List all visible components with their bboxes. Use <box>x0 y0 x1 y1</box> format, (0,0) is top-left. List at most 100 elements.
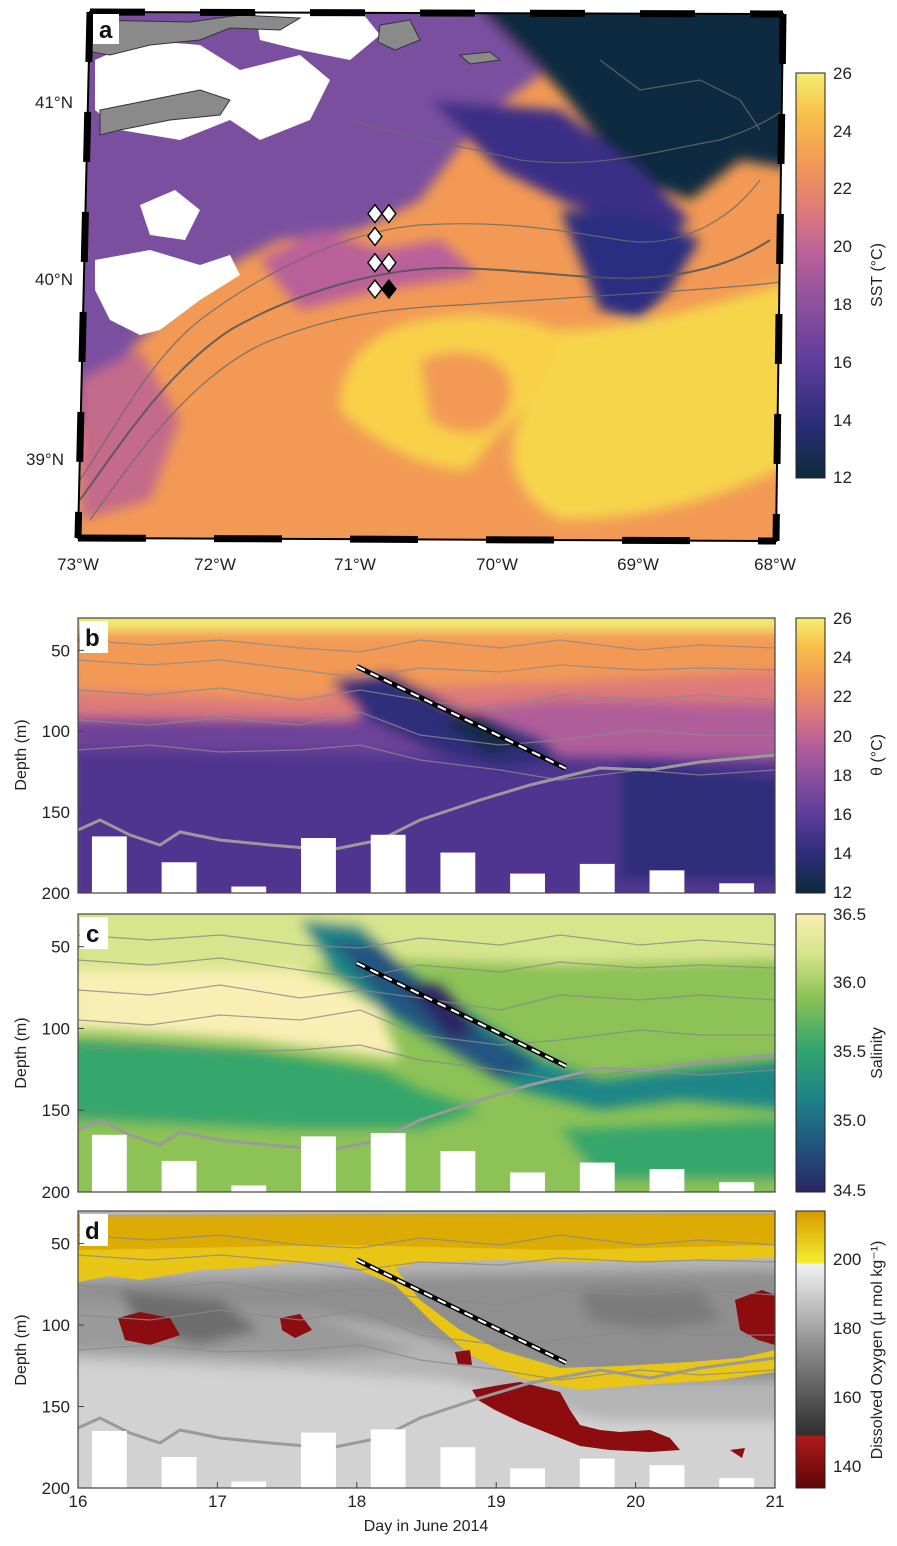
bottom-bar <box>161 1160 197 1192</box>
panel-c-ylabel: Depth (m) <box>13 1017 30 1088</box>
cbar-tick: 12 <box>833 468 852 487</box>
y-tick-label: 100 <box>42 1019 70 1038</box>
x-ticks-d: 16 17 18 19 20 21 <box>69 1482 785 1511</box>
y-tick-label: 100 <box>42 722 70 741</box>
bottom-bar <box>91 1134 127 1192</box>
cbar-tick: 18 <box>833 766 852 785</box>
panel-d-oxygen: d 50 100 150 200 16 17 18 19 20 21 Depth (m) Day… <box>13 1210 886 1535</box>
cbar-tick: 16 <box>833 353 852 372</box>
theta-colorbar-label: θ (°C) <box>869 734 886 776</box>
panel-a-letter: a <box>99 17 113 44</box>
y-tick-label: 200 <box>42 1183 70 1202</box>
bottom-bar <box>370 1429 406 1488</box>
oxygen-colorbar: 200 180 160 140 Dissolved Oxygen (µ mol … <box>795 1210 886 1489</box>
x-tick-label: 17 <box>208 1492 227 1511</box>
sst-colorbar-ticks: 26 24 22 20 18 16 14 12 <box>833 64 852 487</box>
cbar-tick: 12 <box>833 883 852 902</box>
bottom-bar <box>231 886 267 893</box>
oxygen-thick-isotherm <box>78 1356 775 1450</box>
bottom-bar <box>440 1447 476 1488</box>
y-tick-label: 150 <box>42 1101 70 1120</box>
bottom-bar <box>719 1478 755 1488</box>
bottom-bar <box>301 838 336 893</box>
y-tick-label: 200 <box>42 884 70 903</box>
panel-a-map: a 41°N 40°N 39°N 73°W 72°W 71°W 70°W 69°… <box>26 8 886 574</box>
lon-tick-labels: 73°W 72°W 71°W 70°W 69°W 68°W <box>57 555 796 574</box>
station-marker <box>380 278 397 300</box>
bottom-bar <box>510 873 545 893</box>
y-ticks-b: 50 100 150 200 <box>42 641 84 903</box>
panel-d-letter: d <box>85 1218 100 1245</box>
lat-tick: 39°N <box>26 450 64 469</box>
land <box>91 14 502 136</box>
oxygen-surface-band <box>78 1213 775 1250</box>
cbar-tick: 22 <box>833 687 852 706</box>
theta-colorbar: 26 24 22 20 18 16 14 12 θ (°C) <box>795 609 886 902</box>
bottom-bar <box>91 1430 127 1488</box>
dashed-line <box>356 665 567 770</box>
panel-d-xlabel: Day in June 2014 <box>364 1518 489 1535</box>
cbar-tick: 160 <box>833 1388 861 1407</box>
panel-c-salinity: c 50 100 150 200 Depth (m) 36.5 36.0 35.5 3… <box>13 905 886 1202</box>
lat-tick: 40°N <box>35 270 73 289</box>
cbar-tick: 14 <box>833 844 852 863</box>
bottom-bars-c <box>91 1133 755 1192</box>
y-tick-label: 100 <box>42 1316 70 1335</box>
lon-tick: 72°W <box>194 555 236 574</box>
cbar-tick: 140 <box>833 1457 861 1476</box>
dashed-line-d <box>355 1257 568 1365</box>
x-tick-label: 20 <box>626 1492 645 1511</box>
y-ticks-c: 50 100 150 200 <box>42 938 84 1202</box>
dashed-line-c <box>355 960 568 1069</box>
panel-b-frame <box>77 617 776 894</box>
panel-b-letter: b <box>85 625 100 652</box>
panel-a-letter-box <box>93 14 119 44</box>
bottom-bar <box>231 1481 267 1488</box>
bottom-bars-b <box>91 834 755 893</box>
map-frame <box>74 8 787 545</box>
cbar-tick: 36.0 <box>833 973 866 992</box>
salinity-colorbar-label: Salinity <box>869 1027 886 1079</box>
panel-d-letter-box <box>80 1214 108 1246</box>
lon-tick: 69°W <box>617 555 659 574</box>
cbar-tick: 34.5 <box>833 1181 866 1200</box>
lon-tick: 71°W <box>334 555 376 574</box>
y-tick-label: 50 <box>51 641 70 660</box>
panel-d-frame <box>77 1210 776 1489</box>
panel-c-letter: c <box>86 921 99 948</box>
bottom-bar <box>649 1169 685 1192</box>
dashed-line <box>356 962 567 1068</box>
salinity-thick-isotherm <box>78 1053 775 1152</box>
station-marker <box>367 226 383 247</box>
theta-field <box>78 618 775 893</box>
panel-b-letter-box <box>80 621 108 653</box>
bottom-bar <box>719 883 755 893</box>
cbar-tick: 35.0 <box>833 1111 866 1130</box>
panel-b-theta: b 50 100 150 200 Depth (m) 26 24 22 20 18 1… <box>13 609 886 903</box>
station-marker <box>367 203 383 224</box>
panel-b-ylabel: Depth (m) <box>13 719 30 790</box>
bottom-bars-d <box>91 1429 755 1488</box>
bottom-bar <box>440 1151 476 1192</box>
dashed-line <box>356 1258 567 1364</box>
panel-c-letter-box <box>80 917 108 949</box>
lat-tick: 41°N <box>35 93 73 112</box>
oxygen-field <box>78 1211 775 1488</box>
isohalines <box>78 934 775 1081</box>
bottom-bar <box>649 1465 685 1488</box>
y-tick-label: 150 <box>42 1398 70 1417</box>
bottom-bar <box>510 1172 545 1192</box>
bottom-bar <box>510 1468 545 1488</box>
cbar-tick: 200 <box>833 1250 861 1269</box>
oxygen-low-patches <box>118 1290 775 1458</box>
x-tick-label: 16 <box>69 1492 88 1511</box>
bottom-bar <box>579 1162 615 1192</box>
x-tick-label: 21 <box>766 1492 785 1511</box>
cbar-tick: 180 <box>833 1319 861 1338</box>
cbar-tick: 35.5 <box>833 1042 866 1061</box>
station-marker <box>380 203 397 224</box>
theta-18c-isotherm <box>78 753 775 852</box>
lon-tick: 70°W <box>476 555 518 574</box>
lat-tick-labels: 41°N 40°N 39°N <box>26 93 73 469</box>
